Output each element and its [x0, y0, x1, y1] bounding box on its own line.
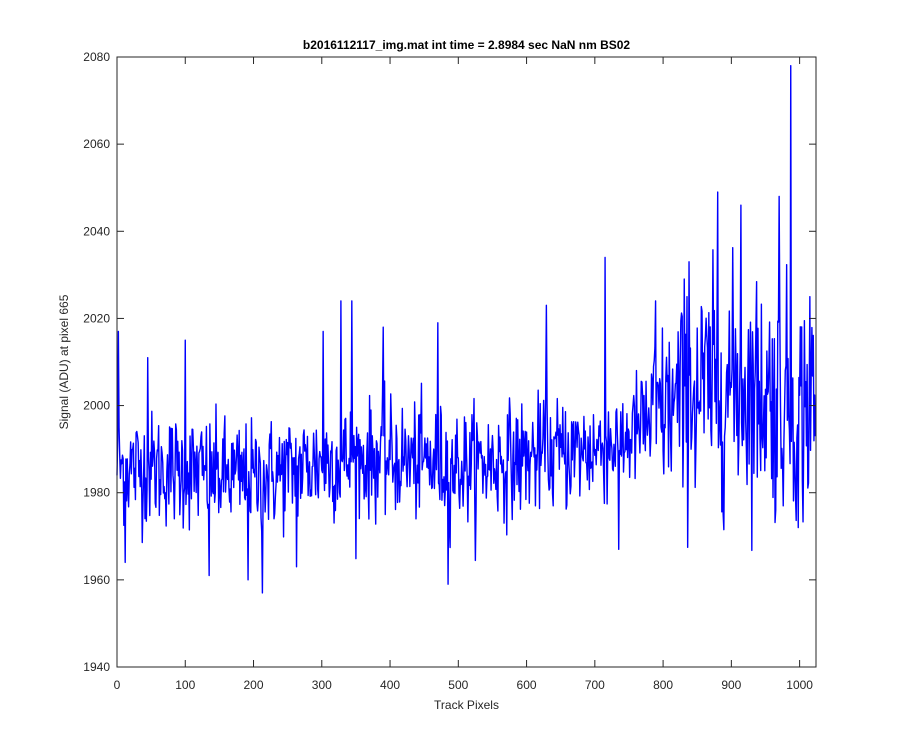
plot-area — [117, 57, 816, 667]
y-tick-label: 1980 — [83, 486, 110, 500]
y-tick-label: 2000 — [83, 399, 110, 413]
x-tick-label: 400 — [380, 678, 400, 692]
series-layer — [116, 65, 817, 594]
x-tick-label: 800 — [653, 678, 673, 692]
x-tick-label: 1000 — [786, 678, 813, 692]
ticks-layer: 0 100 200 300 400 500 600 700 800 900 1000 1940 1960… — [83, 50, 816, 692]
x-tick-label: 900 — [721, 678, 741, 692]
x-tick-label: 500 — [448, 678, 468, 692]
chart-title: b2016112117_img.mat int time = 2.8984 se… — [303, 38, 631, 52]
y-axis-label: Signal (ADU) at pixel 665 — [57, 294, 71, 429]
y-tick-label: 2080 — [83, 50, 110, 64]
x-tick-label: 300 — [312, 678, 332, 692]
x-tick-label: 600 — [517, 678, 537, 692]
y-tick-label: 1960 — [83, 573, 110, 587]
axes-box — [116, 56, 817, 668]
x-axis-label: Track Pixels — [434, 698, 499, 712]
x-tick-label: 200 — [244, 678, 264, 692]
signal-series-line — [116, 65, 817, 594]
x-tick-label: 700 — [585, 678, 605, 692]
y-tick-label: 2020 — [83, 311, 110, 325]
y-tick-label: 1940 — [83, 660, 110, 674]
y-tick-label: 2060 — [83, 137, 110, 151]
x-tick-label: 100 — [175, 678, 195, 692]
y-tick-label: 2040 — [83, 224, 110, 238]
x-tick-label: 0 — [114, 678, 121, 692]
